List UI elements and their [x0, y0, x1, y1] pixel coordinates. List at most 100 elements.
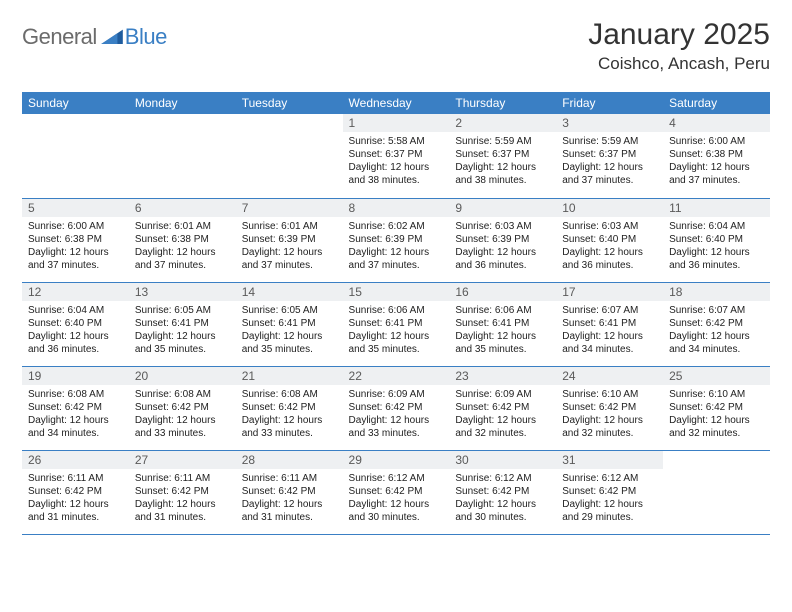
- day-number: 24: [556, 367, 663, 385]
- calendar-table: Sunday Monday Tuesday Wednesday Thursday…: [22, 92, 770, 535]
- day-number: 7: [236, 199, 343, 217]
- day-detail: Sunrise: 6:07 AMSunset: 6:41 PMDaylight:…: [556, 301, 663, 360]
- day-number: 17: [556, 283, 663, 301]
- logo-text-blue: Blue: [125, 24, 167, 50]
- calendar-row: 1Sunrise: 5:58 AMSunset: 6:37 PMDaylight…: [22, 114, 770, 198]
- calendar-cell: 12Sunrise: 6:04 AMSunset: 6:40 PMDayligh…: [22, 282, 129, 366]
- logo-triangle-icon: [101, 26, 123, 44]
- day-number: 6: [129, 199, 236, 217]
- day-number: 25: [663, 367, 770, 385]
- calendar-cell: 13Sunrise: 6:05 AMSunset: 6:41 PMDayligh…: [129, 282, 236, 366]
- day-detail: Sunrise: 5:59 AMSunset: 6:37 PMDaylight:…: [556, 132, 663, 191]
- calendar-body: 1Sunrise: 5:58 AMSunset: 6:37 PMDaylight…: [22, 114, 770, 534]
- calendar-cell: 3Sunrise: 5:59 AMSunset: 6:37 PMDaylight…: [556, 114, 663, 198]
- dow-row: Sunday Monday Tuesday Wednesday Thursday…: [22, 92, 770, 114]
- day-detail: Sunrise: 5:59 AMSunset: 6:37 PMDaylight:…: [449, 132, 556, 191]
- calendar-cell: 30Sunrise: 6:12 AMSunset: 6:42 PMDayligh…: [449, 450, 556, 534]
- calendar-cell: 14Sunrise: 6:05 AMSunset: 6:41 PMDayligh…: [236, 282, 343, 366]
- dow-tue: Tuesday: [236, 92, 343, 114]
- calendar-cell: 25Sunrise: 6:10 AMSunset: 6:42 PMDayligh…: [663, 366, 770, 450]
- calendar-cell: 6Sunrise: 6:01 AMSunset: 6:38 PMDaylight…: [129, 198, 236, 282]
- calendar-cell: 5Sunrise: 6:00 AMSunset: 6:38 PMDaylight…: [22, 198, 129, 282]
- calendar-row: 5Sunrise: 6:00 AMSunset: 6:38 PMDaylight…: [22, 198, 770, 282]
- day-detail: Sunrise: 6:03 AMSunset: 6:40 PMDaylight:…: [556, 217, 663, 276]
- dow-wed: Wednesday: [343, 92, 450, 114]
- calendar-cell: 1Sunrise: 5:58 AMSunset: 6:37 PMDaylight…: [343, 114, 450, 198]
- calendar-cell: 28Sunrise: 6:11 AMSunset: 6:42 PMDayligh…: [236, 450, 343, 534]
- calendar-cell: [663, 450, 770, 534]
- day-detail: Sunrise: 6:06 AMSunset: 6:41 PMDaylight:…: [449, 301, 556, 360]
- day-detail: Sunrise: 6:10 AMSunset: 6:42 PMDaylight:…: [556, 385, 663, 444]
- day-number: 12: [22, 283, 129, 301]
- day-number: 23: [449, 367, 556, 385]
- day-number: 18: [663, 283, 770, 301]
- day-detail: Sunrise: 6:00 AMSunset: 6:38 PMDaylight:…: [22, 217, 129, 276]
- day-number: 9: [449, 199, 556, 217]
- day-detail: Sunrise: 6:08 AMSunset: 6:42 PMDaylight:…: [129, 385, 236, 444]
- calendar-cell: [236, 114, 343, 198]
- day-number: 29: [343, 451, 450, 469]
- day-number: 30: [449, 451, 556, 469]
- day-detail: Sunrise: 6:07 AMSunset: 6:42 PMDaylight:…: [663, 301, 770, 360]
- day-number: 22: [343, 367, 450, 385]
- calendar-cell: [129, 114, 236, 198]
- title-block: January 2025 Coishco, Ancash, Peru: [588, 18, 770, 74]
- day-detail: Sunrise: 6:04 AMSunset: 6:40 PMDaylight:…: [663, 217, 770, 276]
- calendar-cell: 29Sunrise: 6:12 AMSunset: 6:42 PMDayligh…: [343, 450, 450, 534]
- day-detail: Sunrise: 6:02 AMSunset: 6:39 PMDaylight:…: [343, 217, 450, 276]
- day-number: 27: [129, 451, 236, 469]
- day-number: 2: [449, 114, 556, 132]
- day-number: 15: [343, 283, 450, 301]
- day-detail: Sunrise: 5:58 AMSunset: 6:37 PMDaylight:…: [343, 132, 450, 191]
- day-number: 19: [22, 367, 129, 385]
- calendar-cell: 22Sunrise: 6:09 AMSunset: 6:42 PMDayligh…: [343, 366, 450, 450]
- day-detail: Sunrise: 6:11 AMSunset: 6:42 PMDaylight:…: [236, 469, 343, 528]
- calendar-cell: 18Sunrise: 6:07 AMSunset: 6:42 PMDayligh…: [663, 282, 770, 366]
- day-detail: Sunrise: 6:09 AMSunset: 6:42 PMDaylight:…: [449, 385, 556, 444]
- calendar-cell: 31Sunrise: 6:12 AMSunset: 6:42 PMDayligh…: [556, 450, 663, 534]
- day-detail: Sunrise: 6:01 AMSunset: 6:38 PMDaylight:…: [129, 217, 236, 276]
- calendar-row: 19Sunrise: 6:08 AMSunset: 6:42 PMDayligh…: [22, 366, 770, 450]
- day-number: 10: [556, 199, 663, 217]
- calendar-cell: 20Sunrise: 6:08 AMSunset: 6:42 PMDayligh…: [129, 366, 236, 450]
- calendar-cell: 10Sunrise: 6:03 AMSunset: 6:40 PMDayligh…: [556, 198, 663, 282]
- day-number: 11: [663, 199, 770, 217]
- calendar-row: 12Sunrise: 6:04 AMSunset: 6:40 PMDayligh…: [22, 282, 770, 366]
- day-number: 3: [556, 114, 663, 132]
- day-number: 16: [449, 283, 556, 301]
- calendar-cell: 15Sunrise: 6:06 AMSunset: 6:41 PMDayligh…: [343, 282, 450, 366]
- day-detail: Sunrise: 6:05 AMSunset: 6:41 PMDaylight:…: [236, 301, 343, 360]
- day-detail: Sunrise: 6:10 AMSunset: 6:42 PMDaylight:…: [663, 385, 770, 444]
- day-number: 31: [556, 451, 663, 469]
- day-detail: Sunrise: 6:12 AMSunset: 6:42 PMDaylight:…: [343, 469, 450, 528]
- calendar-cell: [22, 114, 129, 198]
- day-detail: Sunrise: 6:11 AMSunset: 6:42 PMDaylight:…: [129, 469, 236, 528]
- month-title: January 2025: [588, 18, 770, 52]
- day-detail: Sunrise: 6:08 AMSunset: 6:42 PMDaylight:…: [236, 385, 343, 444]
- day-detail: Sunrise: 6:01 AMSunset: 6:39 PMDaylight:…: [236, 217, 343, 276]
- calendar-cell: 23Sunrise: 6:09 AMSunset: 6:42 PMDayligh…: [449, 366, 556, 450]
- calendar-cell: 27Sunrise: 6:11 AMSunset: 6:42 PMDayligh…: [129, 450, 236, 534]
- calendar-cell: 16Sunrise: 6:06 AMSunset: 6:41 PMDayligh…: [449, 282, 556, 366]
- calendar-cell: 11Sunrise: 6:04 AMSunset: 6:40 PMDayligh…: [663, 198, 770, 282]
- dow-sat: Saturday: [663, 92, 770, 114]
- day-number: 1: [343, 114, 450, 132]
- day-number: 8: [343, 199, 450, 217]
- day-number: 5: [22, 199, 129, 217]
- day-detail: Sunrise: 6:12 AMSunset: 6:42 PMDaylight:…: [449, 469, 556, 528]
- logo: General Blue: [22, 24, 167, 50]
- location: Coishco, Ancash, Peru: [588, 54, 770, 74]
- day-detail: Sunrise: 6:03 AMSunset: 6:39 PMDaylight:…: [449, 217, 556, 276]
- calendar-cell: 26Sunrise: 6:11 AMSunset: 6:42 PMDayligh…: [22, 450, 129, 534]
- day-detail: Sunrise: 6:06 AMSunset: 6:41 PMDaylight:…: [343, 301, 450, 360]
- calendar-cell: 21Sunrise: 6:08 AMSunset: 6:42 PMDayligh…: [236, 366, 343, 450]
- dow-sun: Sunday: [22, 92, 129, 114]
- calendar-cell: 8Sunrise: 6:02 AMSunset: 6:39 PMDaylight…: [343, 198, 450, 282]
- day-detail: Sunrise: 6:12 AMSunset: 6:42 PMDaylight:…: [556, 469, 663, 528]
- logo-text-general: General: [22, 24, 97, 50]
- day-detail: Sunrise: 6:09 AMSunset: 6:42 PMDaylight:…: [343, 385, 450, 444]
- day-number: 4: [663, 114, 770, 132]
- calendar-cell: 4Sunrise: 6:00 AMSunset: 6:38 PMDaylight…: [663, 114, 770, 198]
- day-number: 13: [129, 283, 236, 301]
- day-detail: Sunrise: 6:11 AMSunset: 6:42 PMDaylight:…: [22, 469, 129, 528]
